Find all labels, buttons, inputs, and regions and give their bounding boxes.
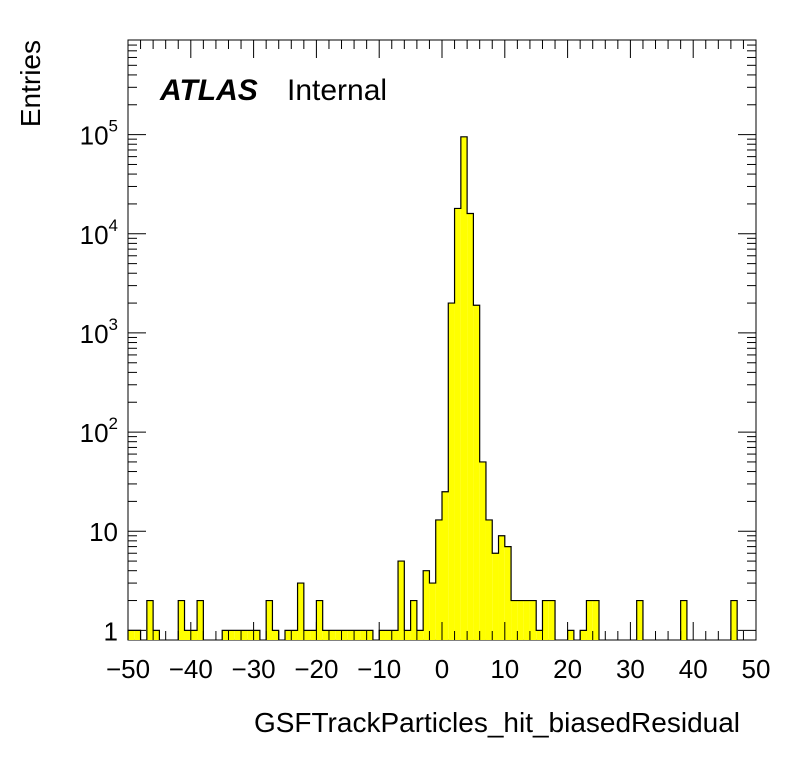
histogram-bin (310, 630, 317, 640)
x-tick-label: 30 (616, 654, 645, 684)
histogram-bin (504, 546, 512, 640)
y-tick-label: 103 (80, 315, 118, 349)
y-tick-label: 105 (80, 117, 118, 151)
histogram-bin (379, 630, 386, 640)
histogram-bin (542, 600, 549, 640)
histogram-bin (517, 600, 524, 640)
histogram-bin (322, 630, 329, 640)
x-axis-title: GSFTrackParticles_hit_biasedResidual (254, 707, 740, 738)
histogram-bin (636, 600, 643, 640)
x-tick-labels: −50 −40 −30 −20 −10 0 10 20 30 40 50 (106, 654, 771, 684)
histogram-bin (442, 491, 449, 640)
histogram-bin (385, 630, 392, 640)
histogram-bin (467, 213, 474, 640)
histogram-bin (454, 208, 461, 640)
histogram-bin (567, 630, 574, 640)
histogram-bin (266, 600, 273, 640)
histogram-bin (416, 630, 424, 640)
histogram-bin (190, 630, 198, 640)
histogram-bin (153, 630, 160, 640)
histogram-bin (328, 630, 336, 640)
histogram-bin (341, 630, 348, 640)
x-tick-label: −50 (106, 654, 150, 684)
histogram-bin (485, 519, 493, 640)
histogram-bin (297, 583, 304, 640)
histogram-bin (404, 630, 411, 640)
y-tick-labels: 1 10 102 103 104 105 (80, 117, 118, 647)
histogram-bin (523, 600, 530, 640)
histogram-bin (354, 630, 361, 640)
histogram-bin (511, 600, 518, 640)
histogram-bin (285, 630, 292, 640)
y-tick-label: 104 (80, 216, 118, 250)
histogram-bin (347, 630, 355, 640)
histogram-bin (291, 630, 298, 640)
x-tick-label: −30 (232, 654, 276, 684)
x-tick-label: −40 (169, 654, 213, 684)
histogram-bin (366, 630, 373, 640)
histogram-bin (391, 630, 399, 640)
histogram-bin (423, 570, 430, 640)
axis-ticks (127, 39, 757, 640)
histogram-bins (127, 136, 738, 640)
histogram-bin (529, 600, 537, 640)
histogram-bin (228, 630, 235, 640)
histogram-bin (184, 630, 191, 640)
histogram-bin (128, 630, 135, 640)
histogram-bin (316, 600, 323, 640)
histogram-bin (134, 630, 141, 640)
y-tick-label: 10 (89, 517, 118, 547)
histogram-bin (586, 600, 593, 640)
x-tick-label: −20 (294, 654, 338, 684)
histogram-bin (680, 600, 687, 640)
x-tick-label: 10 (490, 654, 519, 684)
histogram-bin (197, 600, 204, 640)
histogram-bin (253, 630, 260, 640)
x-tick-label: 40 (679, 654, 708, 684)
y-tick-label: 1 (104, 616, 118, 646)
histogram-bin (178, 600, 185, 640)
histogram-bin (448, 303, 455, 640)
histogram-bin (592, 600, 599, 640)
histogram-bin (222, 630, 229, 640)
histogram-bin (410, 600, 417, 640)
histogram-bin (335, 630, 342, 640)
x-tick-label: 50 (742, 654, 771, 684)
histogram-bin (234, 630, 242, 640)
histogram-bin (429, 583, 436, 640)
x-tick-label: 0 (435, 654, 449, 684)
atlas-label: ATLAS (159, 74, 258, 107)
histogram-outline (127, 136, 738, 640)
internal-label: Internal (287, 74, 387, 107)
histogram-bin (146, 600, 154, 640)
histogram-bin (360, 630, 367, 640)
histogram-bin (247, 630, 254, 640)
y-tick-label: 102 (80, 414, 118, 448)
histogram-bin (272, 630, 279, 640)
histogram-bin (548, 600, 556, 640)
histogram-bin (536, 630, 543, 640)
x-tick-label: 20 (553, 654, 582, 684)
histogram-bin (398, 561, 405, 640)
histogram-bin (303, 630, 311, 640)
y-axis-title: Entries (15, 40, 46, 127)
histogram-bin (730, 600, 738, 640)
histogram-bin (492, 553, 499, 640)
histogram-bin (498, 535, 505, 640)
histogram-bin (435, 519, 442, 640)
histogram-bin (473, 305, 480, 640)
histogram-bin (479, 461, 486, 640)
histogram-bin (580, 630, 587, 640)
histogram-bin (241, 630, 248, 640)
histogram-bin (460, 136, 468, 640)
x-tick-label: −10 (357, 654, 401, 684)
